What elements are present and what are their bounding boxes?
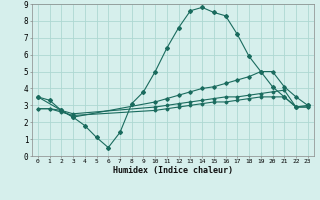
X-axis label: Humidex (Indice chaleur): Humidex (Indice chaleur) <box>113 166 233 175</box>
